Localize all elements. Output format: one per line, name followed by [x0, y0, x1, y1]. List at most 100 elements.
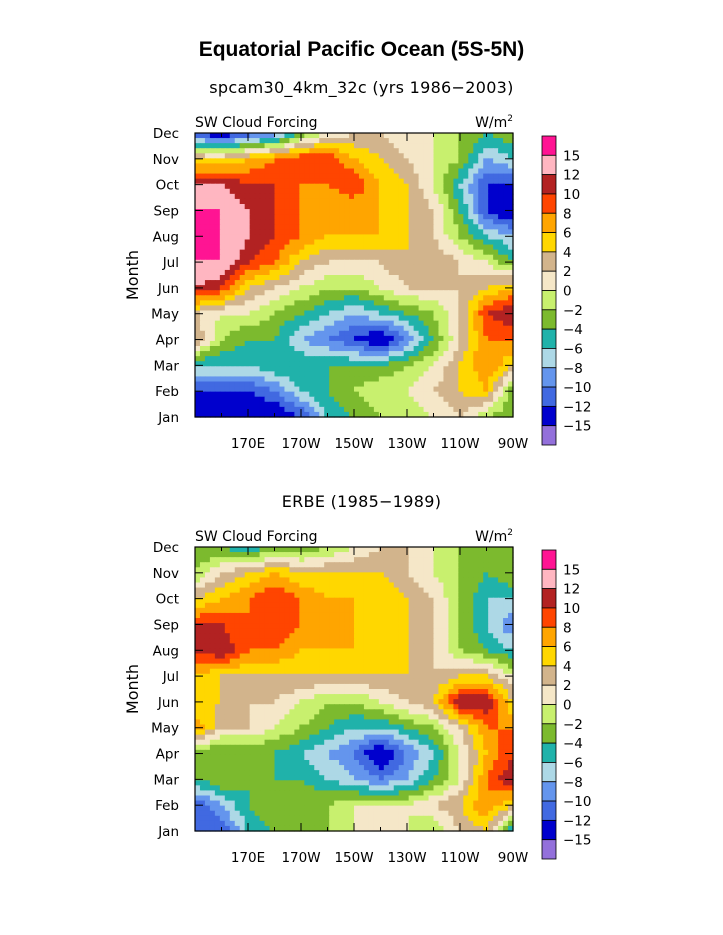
heatmap-cell: [299, 602, 305, 609]
heatmap-cell: [418, 280, 425, 286]
heatmap-cell: [324, 244, 330, 251]
heatmap-cell: [418, 204, 425, 210]
heatmap-cell: [398, 300, 405, 307]
heatmap-cell: [349, 198, 355, 205]
heatmap-cell: [498, 320, 504, 327]
heatmap-cell: [448, 300, 454, 307]
heatmap-cell: [358, 234, 365, 241]
heatmap-cell: [388, 572, 395, 579]
heatmap-cell: [219, 204, 226, 210]
heatmap-cell: [438, 552, 445, 558]
heatmap-cell: [349, 178, 355, 185]
heatmap-cell: [493, 366, 499, 372]
heatmap-cell: [443, 148, 450, 154]
heatmap-cell: [224, 163, 231, 170]
heatmap-cell: [508, 346, 514, 352]
heatmap-cell: [329, 183, 335, 190]
heatmap-cell: [443, 577, 450, 584]
heatmap-cell: [488, 643, 494, 650]
heatmap-cell: [468, 305, 474, 312]
heatmap-cell: [403, 290, 410, 296]
heatmap-cell: [393, 562, 400, 568]
heatmap-cell: [413, 320, 420, 327]
heatmap-cell: [403, 209, 410, 215]
heatmap-cell: [473, 582, 479, 589]
heatmap-cell: [269, 209, 276, 215]
heatmap-cell: [373, 381, 380, 388]
heatmap-cell: [329, 280, 335, 286]
heatmap-cell: [249, 239, 256, 246]
heatmap-cell: [309, 315, 315, 322]
heatmap-cell: [314, 214, 320, 220]
heatmap-cell: [393, 204, 400, 210]
heatmap-cell: [259, 254, 266, 261]
heatmap-cell: [408, 340, 415, 347]
heatmap-cell: [438, 209, 445, 215]
heatmap-cell: [324, 386, 330, 393]
heatmap-cell: [373, 401, 380, 408]
heatmap-cell: [428, 234, 435, 241]
heatmap-cell: [284, 178, 291, 185]
heatmap-cell: [239, 371, 246, 378]
heatmap-cell: [503, 183, 509, 190]
heatmap-cell: [339, 567, 345, 573]
heatmap-cell: [428, 214, 435, 220]
heatmap-cell: [279, 633, 286, 639]
heatmap-cell: [503, 330, 509, 337]
heatmap-cell: [458, 557, 464, 563]
heatmap-cell: [284, 612, 291, 619]
heatmap-cell: [378, 346, 385, 352]
heatmap-cell: [349, 557, 355, 563]
heatmap-cell: [448, 244, 454, 251]
heatmap-cell: [354, 376, 360, 383]
heatmap-cell: [269, 249, 276, 256]
heatmap-cell: [274, 356, 281, 362]
heatmap-cell: [319, 592, 325, 599]
heatmap-cell: [388, 325, 395, 332]
heatmap-cell: [224, 224, 231, 230]
heatmap-cell: [443, 133, 450, 139]
colorbar-label: 0: [563, 284, 572, 300]
heatmap-cell: [299, 275, 305, 281]
heatmap-cell: [219, 612, 226, 619]
heatmap-cell: [244, 183, 251, 190]
heatmap-cell: [299, 259, 305, 266]
heatmap-cell: [219, 269, 226, 276]
heatmap-cell: [423, 623, 430, 629]
heatmap-cell: [219, 371, 226, 378]
heatmap-cell: [468, 340, 474, 347]
heatmap-cell: [304, 366, 310, 372]
heatmap-cell: [334, 346, 340, 352]
heatmap-cell: [508, 401, 514, 408]
heatmap-cell: [508, 254, 514, 261]
heatmap-cell: [314, 633, 320, 639]
heatmap-cell: [423, 597, 430, 604]
heatmap-cell: [503, 254, 509, 261]
heatmap-cell: [229, 275, 236, 281]
heatmap-cell: [339, 153, 345, 159]
heatmap-cell: [279, 305, 286, 312]
heatmap-cell: [448, 183, 454, 190]
heatmap-cell: [368, 406, 375, 413]
heatmap-cell: [443, 381, 450, 388]
heatmap-cell: [354, 340, 360, 347]
heatmap-cell: [403, 264, 410, 271]
heatmap-cell: [418, 234, 425, 241]
heatmap-cell: [289, 269, 295, 276]
heatmap-cell: [199, 386, 206, 393]
heatmap-cell: [473, 552, 479, 558]
heatmap-cell: [274, 178, 281, 185]
heatmap-cell: [219, 552, 226, 558]
heatmap-cell: [388, 275, 395, 281]
heatmap-cell: [209, 163, 216, 170]
heatmap-cell: [498, 229, 504, 236]
heatmap-cell: [378, 628, 385, 634]
heatmap-cell: [463, 577, 469, 584]
heatmap-cell: [294, 366, 300, 372]
heatmap-cell: [259, 401, 266, 408]
heatmap-cell: [488, 224, 494, 230]
heatmap-cell: [373, 602, 380, 609]
heatmap-cell: [473, 275, 479, 281]
heatmap-cell: [388, 618, 395, 624]
heatmap-cell: [339, 638, 345, 644]
